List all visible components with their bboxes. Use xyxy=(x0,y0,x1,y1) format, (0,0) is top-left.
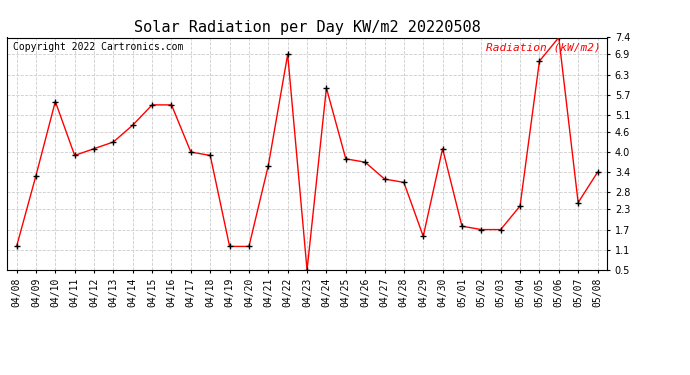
Text: Radiation (kW/m2): Radiation (kW/m2) xyxy=(486,42,601,52)
Text: Copyright 2022 Cartronics.com: Copyright 2022 Cartronics.com xyxy=(13,42,184,52)
Title: Solar Radiation per Day KW/m2 20220508: Solar Radiation per Day KW/m2 20220508 xyxy=(134,20,480,35)
